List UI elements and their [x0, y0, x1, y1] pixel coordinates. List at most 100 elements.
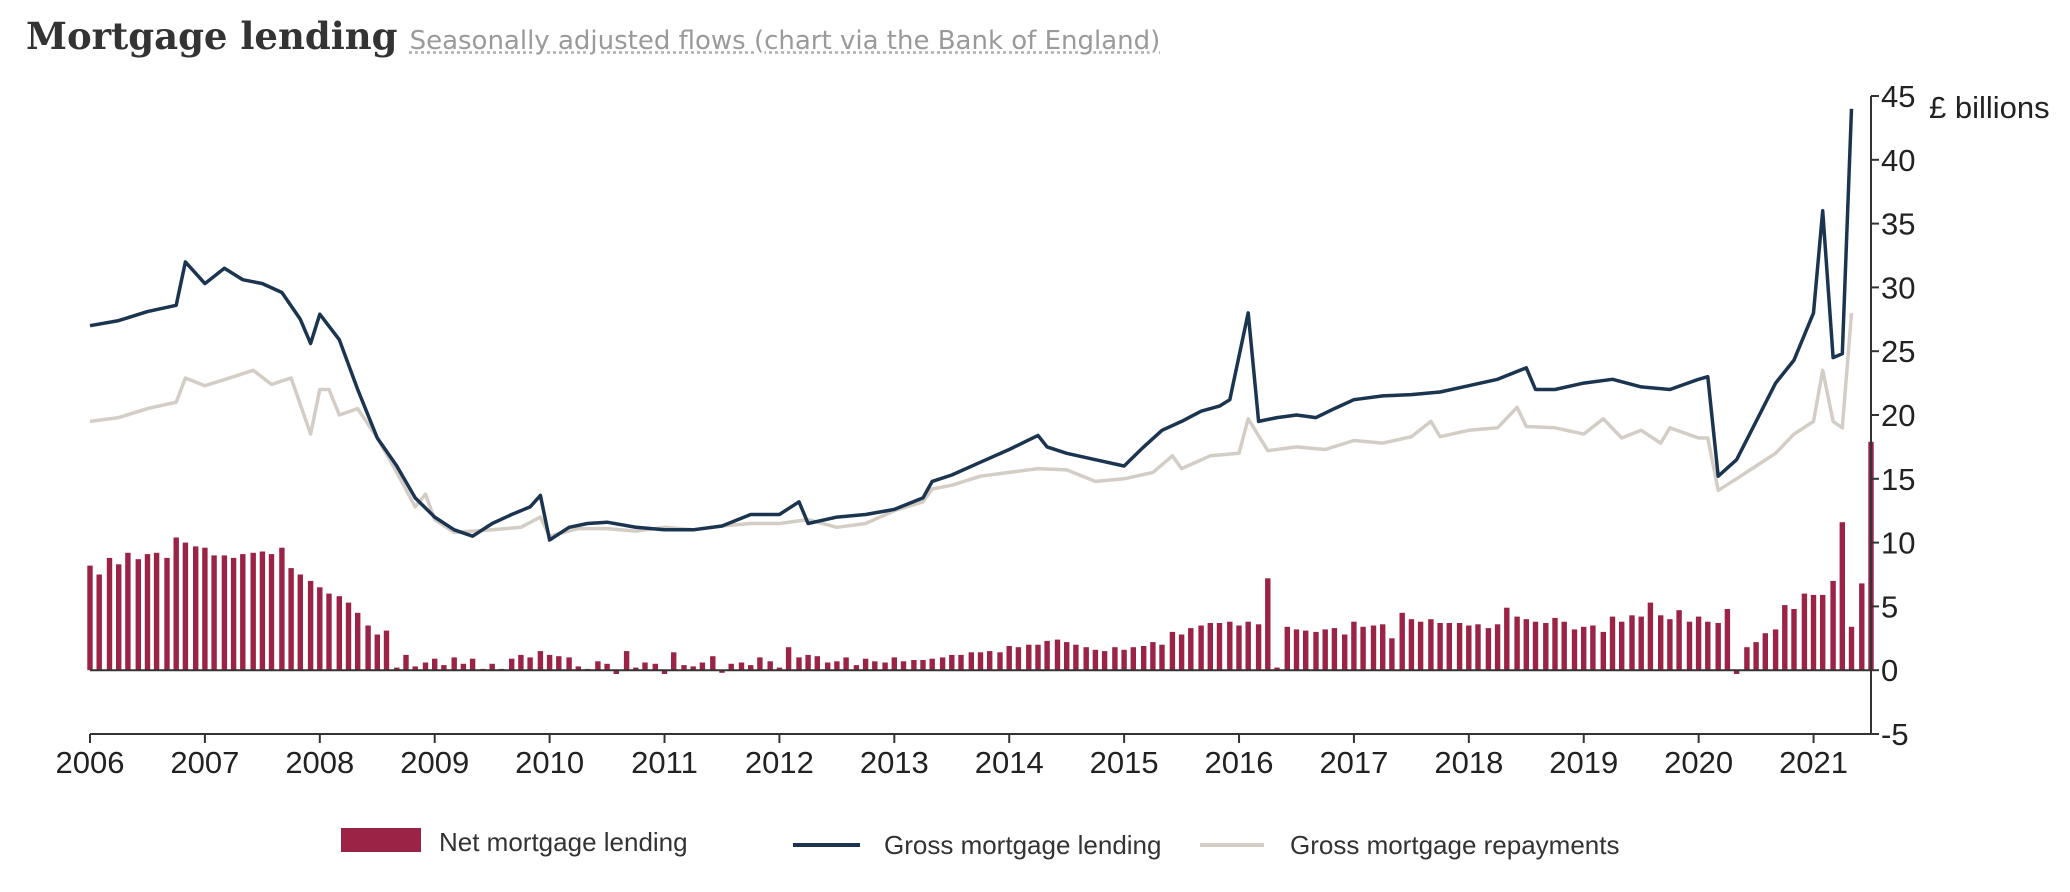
y-tick-label-35: 35 [1881, 207, 1915, 242]
net-bar-145 [1475, 624, 1481, 671]
net-bar-23 [307, 580, 314, 671]
net-bar-36 [432, 658, 438, 671]
net-bar-136 [1389, 638, 1395, 671]
net-bar-161 [1629, 615, 1635, 671]
x-tick-label-2013: 2013 [860, 745, 929, 780]
net-bar-89 [939, 657, 946, 671]
net-bar-37 [441, 665, 447, 671]
net-bar-87 [920, 660, 926, 671]
net-bar-45 [518, 654, 524, 671]
net-bar-149 [1514, 616, 1520, 671]
legend: Net mortgage lending Gross mortgage lend… [341, 827, 1619, 860]
net-bar-108 [1121, 649, 1127, 671]
net-bar-10 [182, 542, 189, 671]
net-bar-182 [1830, 580, 1836, 671]
net-bar-183 [1839, 522, 1845, 671]
net-bar-150 [1523, 619, 1529, 671]
net-bar-9 [173, 537, 179, 671]
net-bar-173 [1744, 647, 1750, 671]
net-bar-12 [202, 547, 208, 671]
net-bar-67 [728, 663, 734, 671]
net-bar-102 [1064, 642, 1070, 671]
net-bar-25 [326, 593, 332, 671]
net-bar-88 [929, 658, 935, 671]
net-bar-16 [240, 554, 246, 671]
net-bar-80 [853, 665, 860, 671]
gross-repayments-line [89, 312, 1854, 538]
net-bar-75 [805, 654, 811, 671]
net-bar-24 [317, 587, 323, 671]
x-tick-label-2014: 2014 [975, 745, 1044, 780]
net-bar-175 [1762, 633, 1768, 671]
net-bar-106 [1101, 651, 1108, 671]
net-bar-122 [1255, 624, 1262, 671]
net-bar-34 [412, 666, 418, 671]
net-bar-28 [355, 612, 361, 671]
net-bar-48 [546, 654, 553, 671]
net-bar-47 [537, 651, 544, 671]
gross-lending-line [89, 108, 1854, 542]
net-bar-30 [374, 634, 380, 671]
net-bar-93 [977, 652, 984, 671]
net-bar-124 [1274, 667, 1280, 671]
chart-source-link[interactable]: Seasonally adjusted flows (chart via the… [409, 26, 1161, 56]
net-bar-142 [1446, 623, 1452, 671]
net-bar-15 [230, 557, 237, 671]
net-bar-171 [1724, 609, 1731, 671]
net-bar-176 [1772, 629, 1779, 671]
legend-repay-label: Gross mortgage repayments [1290, 830, 1619, 860]
x-tick-label-2010: 2010 [515, 745, 584, 780]
y-tick-label--5: -5 [1881, 717, 1909, 752]
x-tick-label-2016: 2016 [1205, 745, 1274, 780]
net-bar-44 [509, 658, 515, 671]
net-bar-104 [1083, 647, 1089, 671]
net-bar-125 [1284, 626, 1290, 671]
net-bar-179 [1801, 593, 1808, 671]
net-bar-62 [681, 665, 687, 671]
net-bar-166 [1676, 610, 1682, 671]
net-bar-95 [997, 652, 1003, 671]
net-bar-53 [595, 661, 601, 671]
net-bar-99 [1035, 644, 1041, 671]
net-bar-78 [834, 661, 840, 671]
net-bar-85 [900, 661, 907, 671]
net-bar-98 [1026, 644, 1032, 671]
net-bar-71 [767, 661, 773, 671]
net-bar-76 [814, 656, 820, 671]
net-bar-158 [1600, 631, 1606, 671]
net-bar-140 [1428, 619, 1434, 671]
net-bar-63 [690, 666, 696, 671]
net-bar-113 [1169, 631, 1176, 671]
net-bar-55 [613, 670, 619, 674]
net-bar-109 [1130, 647, 1136, 671]
net-bar-143 [1456, 623, 1463, 671]
net-bar-147 [1494, 624, 1501, 671]
net-bar-51 [575, 666, 581, 671]
net-bar-121 [1245, 621, 1251, 671]
net-bar-69 [748, 665, 754, 671]
net-bar-35 [422, 662, 429, 671]
x-tick-label-2018: 2018 [1434, 745, 1503, 780]
net-bar-91 [958, 654, 964, 671]
net-bar-7 [153, 552, 160, 671]
net-bar-181 [1820, 594, 1826, 671]
legend-net-swatch [341, 828, 421, 852]
net-bar-26 [336, 596, 342, 671]
net-bar-137 [1399, 612, 1405, 671]
net-bar-160 [1619, 621, 1625, 671]
x-tick-label-2006: 2006 [56, 745, 125, 780]
x-tick-label-2020: 2020 [1664, 745, 1733, 780]
net-bar-4 [125, 552, 131, 671]
net-bar-65 [710, 656, 716, 671]
x-tick-label-2017: 2017 [1319, 745, 1388, 780]
net-bar-172 [1733, 670, 1740, 674]
chart-header: Mortgage lending Seasonally adjusted flo… [26, 14, 1160, 58]
net-bar-107 [1112, 647, 1118, 671]
net-bar-77 [825, 662, 831, 671]
x-tick-label-2011: 2011 [631, 745, 698, 780]
net-bar-20 [279, 547, 285, 671]
net-bar-111 [1150, 642, 1156, 671]
legend-gross-label: Gross mortgage lending [884, 830, 1161, 860]
net-bar-32 [394, 667, 400, 671]
